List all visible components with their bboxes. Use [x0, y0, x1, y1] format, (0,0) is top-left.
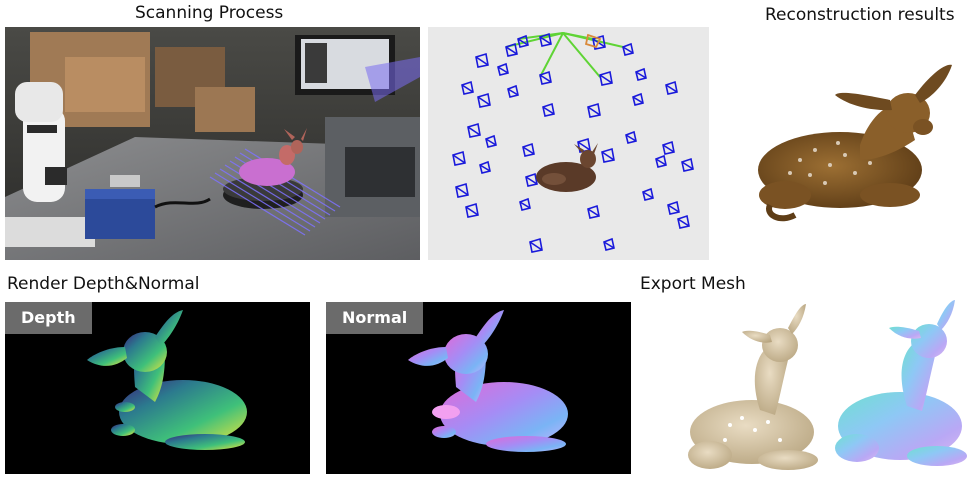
- normal-render: Normal: [326, 302, 631, 474]
- camera-poses-view: [428, 27, 709, 260]
- camera-frustum-edge: [539, 74, 552, 83]
- camera-frustum-edge: [539, 36, 552, 45]
- camera-frustum-edge: [677, 218, 690, 227]
- camera-frustum-edge: [479, 164, 491, 172]
- export-mesh-textured: [680, 300, 830, 478]
- depth-render: Depth: [5, 302, 310, 474]
- camera-frustum-edge: [587, 106, 601, 116]
- camera-frustum-edge: [622, 46, 634, 54]
- camera-frustum-edge: [635, 71, 647, 79]
- camera-frustum-edge: [601, 151, 615, 161]
- scanning-photo: [5, 27, 420, 260]
- export-title: Export Mesh: [640, 274, 746, 294]
- camera-frustum-edge: [599, 74, 613, 84]
- camera-frustum-edge: [632, 96, 644, 104]
- camera-frustum-edge: [452, 154, 466, 164]
- camera-frustum-edge: [529, 241, 543, 251]
- camera-frustum-edge: [577, 141, 591, 151]
- camera-frustum-edge: [681, 161, 694, 170]
- camera-frustum-edge: [642, 191, 654, 199]
- reconstruction-title: Reconstruction results: [765, 5, 955, 25]
- camera-frustum-edge: [655, 158, 667, 166]
- render-title: Render Depth&Normal: [7, 274, 200, 294]
- camera-frustum-edge: [667, 204, 680, 213]
- camera-frustum-edge: [455, 186, 469, 196]
- camera-frustum-edge: [542, 106, 555, 115]
- camera-frustum-edge: [475, 56, 489, 66]
- scanning-title: Scanning Process: [135, 3, 284, 23]
- reconstruction-deer: [740, 55, 970, 225]
- camera-frustum-edge: [461, 84, 474, 93]
- camera-frustum-edge: [587, 208, 600, 217]
- camera-frustum-edge: [603, 241, 615, 249]
- camera-frustum-edge: [477, 96, 491, 106]
- normal-tag: Normal: [326, 302, 424, 334]
- camera-frustum-edge: [625, 134, 637, 142]
- camera-frustum-edge: [662, 144, 675, 153]
- camera-frustum-edge: [497, 66, 509, 74]
- camera-frustum-edge: [525, 176, 538, 185]
- camera-frustum-edge: [519, 201, 531, 209]
- camera-frustum-edge: [485, 138, 497, 146]
- camera-frustum-edge: [465, 206, 479, 216]
- camera-frustum-edge: [517, 38, 529, 46]
- camera-frustum-edge: [467, 126, 481, 136]
- export-mesh-normal: [825, 296, 975, 476]
- camera-frustum-edge: [505, 46, 518, 55]
- camera-frustum-edge: [507, 88, 519, 96]
- camera-frustum-edge: [522, 146, 535, 155]
- depth-tag: Depth: [5, 302, 92, 334]
- camera-frustum-edge: [665, 84, 678, 93]
